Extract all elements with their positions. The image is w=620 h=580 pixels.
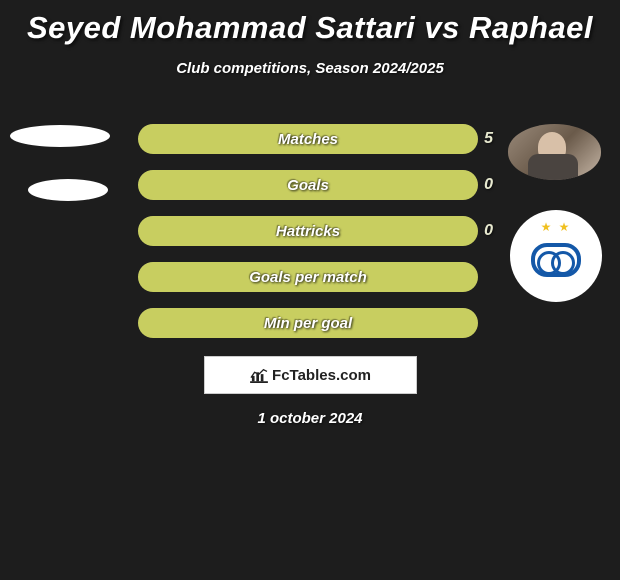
brand-chart-icon [250,367,268,383]
left-player-placeholders [10,125,110,233]
club-stars-icon: ★ ★ [541,220,572,234]
stat-bar-label: Goals per match [138,262,478,292]
player2-club-logo: ★ ★ [510,210,602,302]
player1-photo-placeholder [10,125,110,147]
stat-bar-label: Goals [138,170,478,200]
stat-bar: Min per goal [138,308,478,338]
player1-club-placeholder [28,179,108,201]
stat-bar-right-value: 0 [484,216,493,246]
stat-bar: Goals0 [138,170,478,200]
player2-photo [508,124,601,180]
brand-text: FcTables.com [272,367,371,384]
date-text: 1 october 2024 [0,410,620,427]
stat-bar: Matches5 [138,124,478,154]
club-rings-icon [531,243,581,277]
stat-bar: Goals per match [138,262,478,292]
subtitle: Club competitions, Season 2024/2025 [0,60,620,77]
page-title: Seyed Mohammad Sattari vs Raphael [0,0,620,46]
stat-bar-right-value: 5 [484,124,493,154]
right-player-column: ★ ★ [508,124,602,302]
stat-bar-label: Min per goal [138,308,478,338]
stat-bar: Hattricks0 [138,216,478,246]
brand-box[interactable]: FcTables.com [204,356,417,394]
stat-bar-label: Matches [138,124,478,154]
stat-bar-label: Hattricks [138,216,478,246]
stat-bar-right-value: 0 [484,170,493,200]
stats-bars: Matches5 Goals0 Hattricks0 Goals per match M… [138,124,478,354]
